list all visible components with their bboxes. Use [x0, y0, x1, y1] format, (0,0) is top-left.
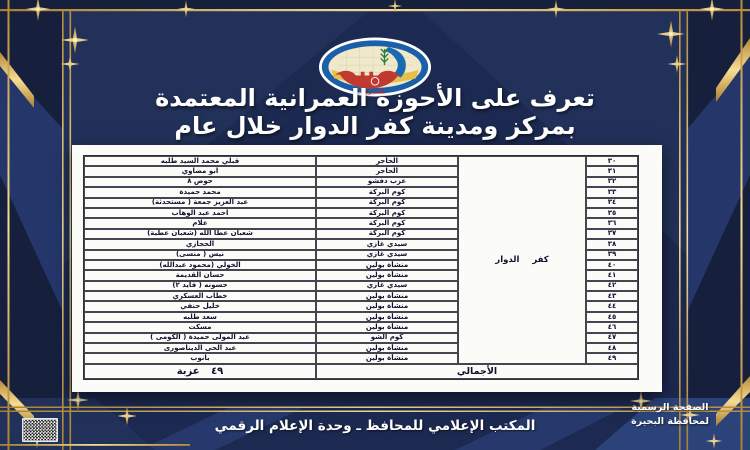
table-unit-cell: كوم البركة [316, 197, 458, 208]
beheira-logo-emblem: البحيرة [318, 37, 432, 97]
table-unit-cell: منشأة بولين [316, 259, 458, 271]
table-name-cell: خليل حنفي [84, 301, 316, 312]
table-name-cell: مسكت [84, 322, 316, 333]
table-unit-cell: كوم البركة [316, 228, 458, 240]
table-name-cell: ابو مضاوي [84, 166, 316, 177]
table-row-number-cell: ٤٧ [586, 332, 638, 344]
table-row-number-cell: ٣٨ [586, 239, 638, 250]
table-name-cell: قبلي محمد السيد طلبه [84, 156, 316, 167]
table-unit-cell: كوم البركة [316, 218, 458, 229]
table-row-number-cell: ٣٩ [586, 249, 638, 260]
table-name-cell: عبد المولى حميدة ( الكومى ) [84, 332, 316, 344]
total-value-cell: ٤٩ عزبة [84, 363, 316, 380]
table-unit-cell: سيدي غازي [316, 239, 458, 250]
table-row-number-cell: ٣٦ [586, 218, 638, 229]
footer-bar-text: المكتب الإعلامي للمحافظ ـ وحدة الإعلام ا… [214, 418, 536, 434]
official-page-caption-line2: لمحافظة البحيرة [631, 415, 709, 427]
table-unit-cell: سيدي غازي [316, 249, 458, 260]
beheira-governorate-logo: البحيرة [318, 36, 432, 98]
district-cell: كفر الدوار [458, 156, 586, 364]
table-row-number-cell: ٣٧ [586, 228, 638, 240]
table-unit-cell: منشأة بولين [316, 291, 458, 302]
table-unit-cell: كوم الشو [316, 332, 458, 344]
table-name-cell: حسان القديمة [84, 270, 316, 281]
table-name-cell: عبد الحى الديناصورى [84, 343, 316, 354]
table-name-cell: نيس ( منسى) [84, 249, 316, 260]
table-row-number-cell: ٤٤ [586, 301, 638, 312]
table-unit-cell: منشأة بولين [316, 270, 458, 281]
table-name-cell: علام [84, 218, 316, 229]
table-name-cell: محمد حميدة [84, 187, 316, 198]
table-name-cell: الحجازي [84, 239, 316, 250]
table-unit-cell: منشأة بولين [316, 343, 458, 354]
official-page-caption-line1: الصفحة الرسمية [631, 402, 709, 413]
table-sheet: ٣٠ الحاجر قبلي محمد السيد طلبه ٣١ الحاجر ابو … [72, 145, 662, 392]
azba-table: ٣٠ الحاجر قبلي محمد السيد طلبه ٣١ الحاجر ابو … [83, 155, 639, 381]
table-unit-cell: كوم البركة [316, 207, 458, 219]
table-name-cell: الخولي (محمود عبدالله) [84, 259, 316, 271]
title-line-1: تعرف على الأحوزة العمرانية المعتمدة [155, 84, 595, 112]
table-row-number-cell: ٣٣ [586, 187, 638, 198]
table-row-number-cell: ٣١ [586, 166, 638, 177]
total-label-cell: الأجمالي [316, 363, 638, 380]
table-unit-cell: الحاجر [316, 166, 458, 177]
title-line-2: بمركز ومدينة كفر الدوار خلال عام [174, 112, 576, 141]
table-row-number-cell: ٣٢ [586, 176, 638, 188]
table-unit-cell: منشأة بولين [316, 311, 458, 323]
table-row-number-cell: ٤٥ [586, 311, 638, 323]
logo-label: البحيرة [365, 90, 385, 96]
table-unit-cell: منشأة بولين [316, 322, 458, 333]
table-unit-cell: منشأة بولين [316, 301, 458, 312]
table-name-cell: حوض ٨ [84, 176, 316, 188]
table-row-number-cell: ٣٤ [586, 197, 638, 208]
table-name-cell: سعد طلبه [84, 311, 316, 323]
table-row-number-cell: ٤٨ [586, 343, 638, 354]
qr-code [22, 418, 58, 442]
table-row-number-cell: ٤٦ [586, 322, 638, 333]
table-row-number-cell: ٤٩ [586, 353, 638, 364]
table-name-cell: شعبان عطا الله (شعبان عطية) [84, 228, 316, 240]
table-row-number-cell: ٣٠ [586, 156, 638, 167]
table-row-number-cell: ٤٣ [586, 291, 638, 302]
table-name-cell: خطاب العسكري [84, 291, 316, 302]
table-row-number-cell: ٤٠ [586, 259, 638, 271]
table-unit-cell: الحاجر [316, 156, 458, 167]
table-unit-cell: عزب دفشو [316, 176, 458, 188]
table-unit-cell: منشأة بولين [316, 353, 458, 364]
table-name-cell: عبد العزيز جمعة ( مستحدثة) [84, 197, 316, 208]
official-page-caption: الصفحة الرسمية لمحافظة البحيرة [612, 401, 728, 429]
table-row-number-cell: ٣٥ [586, 207, 638, 219]
table-row-number-cell: ٤٢ [586, 280, 638, 292]
page-title: تعرف على الأحوزة العمرانية المعتمدة بمرك… [75, 84, 675, 141]
table-name-cell: احمد عبد الوهاب [84, 207, 316, 219]
table-name-cell: حسونه ( فايد ٢) [84, 280, 316, 292]
table-unit-cell: كوم البركة [316, 187, 458, 198]
table-name-cell: بانوب [84, 353, 316, 364]
table-row-number-cell: ٤١ [586, 270, 638, 281]
footer-bar: المكتب الإعلامي للمحافظ ـ وحدة الإعلام ا… [60, 415, 690, 437]
table-unit-cell: سيدي غازي [316, 280, 458, 292]
